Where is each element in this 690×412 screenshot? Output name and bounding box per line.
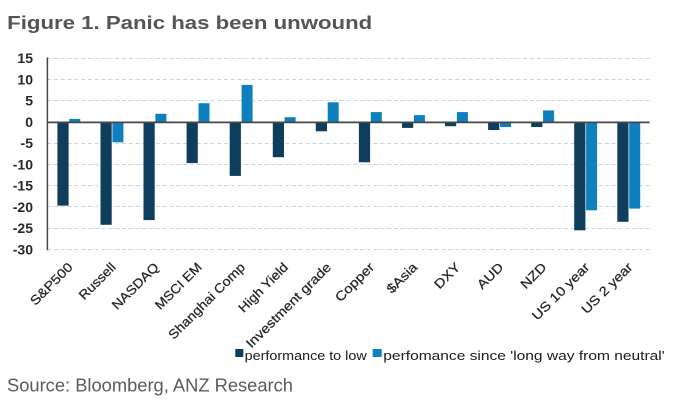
svg-text:5: 5 [25, 93, 33, 109]
svg-text:10: 10 [17, 71, 33, 87]
svg-text:perfomance since 'long way fro: perfomance since 'long way from neutral' [383, 348, 664, 363]
svg-text:performance to low: performance to low [245, 348, 368, 363]
svg-text:-15: -15 [13, 178, 33, 194]
svg-text:-10: -10 [13, 156, 33, 172]
svg-text:-20: -20 [13, 199, 33, 215]
svg-text:-30: -30 [13, 241, 33, 257]
svg-text:Figure 1. Panic has been unwou: Figure 1. Panic has been unwound [7, 12, 372, 33]
svg-text:Source: Bloomberg, ANZ Researc: Source: Bloomberg, ANZ Research [7, 375, 293, 395]
svg-text:15: 15 [17, 50, 33, 66]
svg-text:-25: -25 [13, 220, 33, 236]
svg-text:0: 0 [25, 114, 33, 130]
svg-text:-5: -5 [21, 135, 34, 151]
